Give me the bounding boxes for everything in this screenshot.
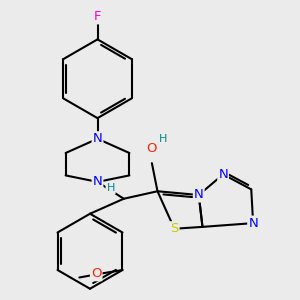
Text: N: N bbox=[194, 188, 204, 202]
Text: S: S bbox=[170, 222, 178, 235]
Text: N: N bbox=[218, 168, 228, 181]
Text: N: N bbox=[93, 176, 102, 188]
Text: O: O bbox=[91, 267, 101, 280]
Text: N: N bbox=[93, 132, 102, 145]
Text: O: O bbox=[147, 142, 157, 155]
Text: N: N bbox=[248, 217, 258, 230]
Text: F: F bbox=[94, 11, 101, 23]
Text: H: H bbox=[106, 183, 115, 193]
Text: H: H bbox=[159, 134, 167, 144]
